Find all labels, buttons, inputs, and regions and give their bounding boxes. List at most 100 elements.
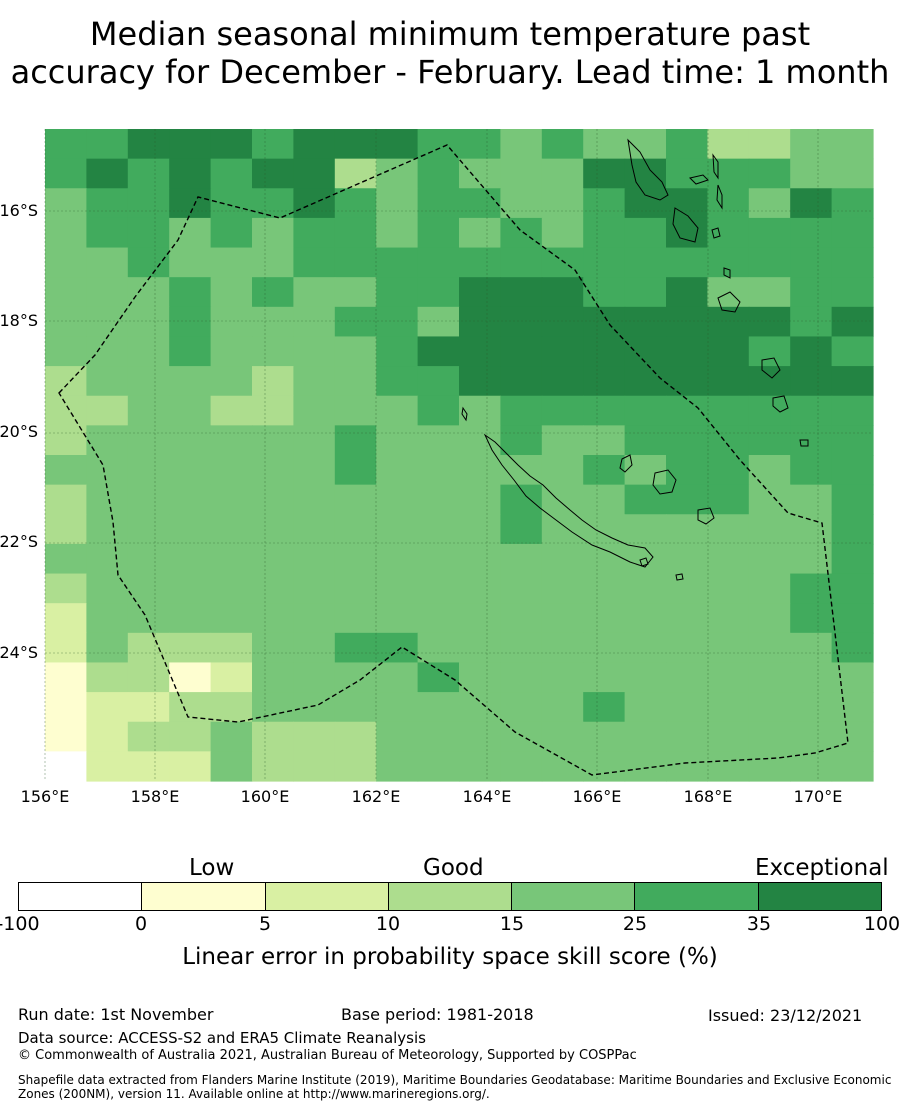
skill-cell [666, 751, 708, 782]
colorbar-segment-6 [635, 883, 759, 910]
skill-cell [376, 425, 419, 456]
skill-cell [831, 395, 874, 426]
skill-cell [334, 484, 377, 515]
skill-cell [748, 692, 791, 723]
skill-cell [417, 721, 460, 752]
skill-cell [127, 425, 170, 456]
skill-cell [500, 425, 543, 456]
lon-label-170e: 170°E [793, 787, 843, 806]
skill-cell [500, 514, 543, 545]
copyright-notice: © Commonwealth of Australia 2021, Austra… [18, 1048, 637, 1063]
skill-cell [252, 336, 294, 367]
skill-cell [293, 662, 336, 693]
lifou-island [652, 469, 677, 495]
skill-cell [831, 514, 874, 545]
skill-cell [376, 751, 419, 782]
skill-cell [210, 277, 253, 308]
skill-cell [831, 484, 874, 515]
skill-cell [376, 632, 419, 664]
skill-cell [707, 751, 750, 782]
skill-cell [376, 158, 419, 189]
eez-boundary [58, 144, 849, 776]
skill-cell [86, 306, 129, 338]
skill-cell [500, 751, 543, 782]
skill-cell [790, 514, 833, 545]
skill-cell [541, 484, 584, 515]
skill-cell [86, 692, 129, 723]
skill-cell [169, 721, 212, 752]
skill-cell [45, 425, 87, 456]
skill-cell [86, 484, 129, 515]
colorbar-tick--100: -100 [0, 913, 40, 935]
skill-cell [748, 336, 791, 367]
data-source: Data source: ACCESS-S2 and ERA5 Climate … [18, 1029, 426, 1047]
colorbar-segment-3 [265, 883, 389, 910]
skill-cell [541, 188, 584, 219]
skill-cell [500, 721, 543, 752]
skill-cell [417, 366, 460, 397]
skill-cell [624, 484, 667, 515]
skill-map [44, 129, 874, 782]
skill-cell [707, 247, 750, 278]
skill-cell [666, 662, 708, 693]
skill-cell [459, 692, 501, 723]
skill-cell [127, 277, 170, 308]
skill-cell [583, 217, 626, 249]
skill-cell [748, 129, 791, 160]
skill-cell [666, 425, 708, 456]
skill-cell [624, 247, 667, 278]
skill-cell [624, 158, 667, 189]
legend-category-good: Good [423, 855, 484, 881]
skill-cell [790, 632, 833, 664]
skill-cell [666, 455, 708, 486]
skill-cell [334, 692, 377, 723]
skill-cell [127, 662, 170, 693]
lat-label-24s: 24°S [0, 643, 38, 662]
colorbar-tick-35: 35 [746, 913, 772, 935]
skill-cell [748, 573, 791, 604]
skill-cell [541, 277, 584, 308]
skill-cell [169, 217, 212, 249]
skill-cell [417, 455, 460, 486]
issued-date: Issued: 23/12/2021 [708, 1006, 863, 1025]
skill-cell [376, 543, 419, 575]
colorbar-tick-25: 25 [622, 913, 648, 935]
skill-cell [500, 158, 543, 189]
skill-cell [748, 455, 791, 486]
skill-cell [334, 543, 377, 575]
skill-cell [293, 751, 336, 782]
skill-cell [707, 692, 750, 723]
skill-cell [417, 158, 460, 189]
colorbar-segment-2 [142, 883, 266, 910]
skill-cell [500, 129, 543, 160]
skill-cell [583, 336, 626, 367]
skill-cell [376, 692, 419, 723]
lat-label-20s: 20°S [0, 422, 38, 441]
skill-cell [500, 573, 543, 604]
skill-cell [210, 129, 253, 160]
skill-cell [334, 217, 377, 249]
lat-label-22s: 22°S [0, 532, 38, 551]
skill-cell [707, 632, 750, 664]
skill-cell [169, 543, 212, 575]
skill-cell [790, 662, 833, 693]
skill-cell [376, 277, 419, 308]
skill-cell [127, 692, 170, 723]
skill-cell [293, 543, 336, 575]
skill-cell [500, 632, 543, 664]
skill-cell [831, 366, 874, 397]
skill-cell [293, 277, 336, 308]
skill-cell [376, 514, 419, 545]
skill-cell [334, 514, 377, 545]
skill-cell [334, 129, 377, 160]
skill-cell [500, 395, 543, 426]
skill-cell [252, 366, 294, 397]
skill-cell [45, 484, 87, 515]
tanna-island [772, 395, 789, 413]
skill-cell [459, 336, 501, 367]
skill-cell [707, 217, 750, 249]
skill-cell [459, 217, 501, 249]
skill-cell [831, 247, 874, 278]
skill-cell [624, 217, 667, 249]
skill-cell [459, 395, 501, 426]
